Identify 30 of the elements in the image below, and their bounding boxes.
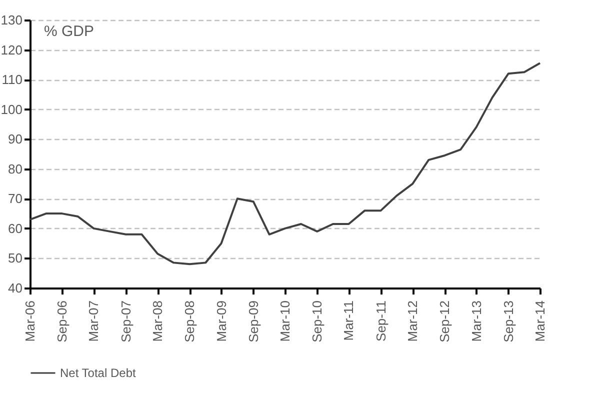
x-tick-label: Sep-06	[54, 300, 70, 342]
x-tick-label: Mar-13	[468, 300, 484, 342]
y-tick-label: 120	[0, 42, 22, 58]
y-tick-label: 60	[8, 220, 22, 236]
x-tick-label: Sep-10	[310, 300, 325, 342]
y-tick-label: 110	[2, 72, 22, 88]
y-tick-label: 100	[0, 102, 22, 117]
y-tick-label: 130	[0, 12, 22, 28]
x-tick-label: Sep-09	[246, 300, 261, 342]
legend-label: Net Total Debt	[60, 366, 136, 380]
y-tick-label: 80	[8, 161, 22, 176]
y-axis-title: % GDP	[44, 23, 94, 40]
y-tick-label: 70	[8, 191, 22, 206]
x-tick-label: Sep-08	[182, 300, 198, 342]
x-tick-label: Sep-11	[373, 300, 388, 342]
line-series	[29, 62, 541, 266]
y-tick-label: 50	[8, 250, 22, 266]
x-tick-label: Mar-09	[214, 300, 229, 342]
x-tick-label: Sep-12	[437, 300, 452, 342]
y-tick-label: 90	[8, 132, 22, 147]
x-tick-label: Mar-07	[86, 300, 102, 342]
x-tick-label: Sep-07	[118, 300, 134, 342]
x-tick-label: Sep-13	[500, 300, 516, 342]
x-tick-label: Mar-06	[22, 300, 38, 342]
x-tick-label: Mar-14	[532, 300, 548, 342]
x-tick-label: Mar-10	[278, 300, 292, 342]
y-tick-label: 40	[8, 280, 22, 296]
x-tick-label: Mar-11	[341, 300, 356, 341]
x-tick-label: Mar-12	[405, 300, 420, 342]
x-tick-label: Mar-08	[150, 300, 166, 342]
